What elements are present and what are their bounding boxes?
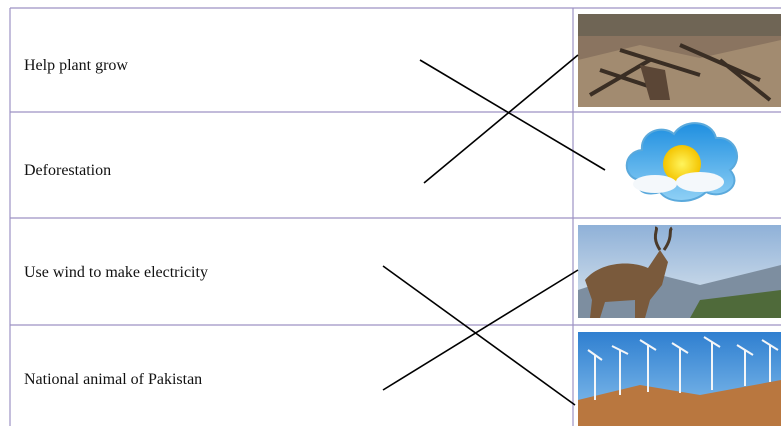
row-text: Use wind to make electricity <box>24 264 208 281</box>
deforestation-image <box>578 14 781 107</box>
sun-cloud-image <box>627 123 737 201</box>
matching-lines <box>383 55 605 405</box>
row-text: Help plant grow <box>24 57 128 74</box>
row-text: Deforestation <box>24 162 111 179</box>
row-text: National animal of Pakistan <box>24 371 202 388</box>
wind-turbines-image <box>578 332 781 426</box>
markhor-image <box>578 225 781 318</box>
worksheet: Help plant grow Deforestation Use wind t… <box>0 0 781 426</box>
